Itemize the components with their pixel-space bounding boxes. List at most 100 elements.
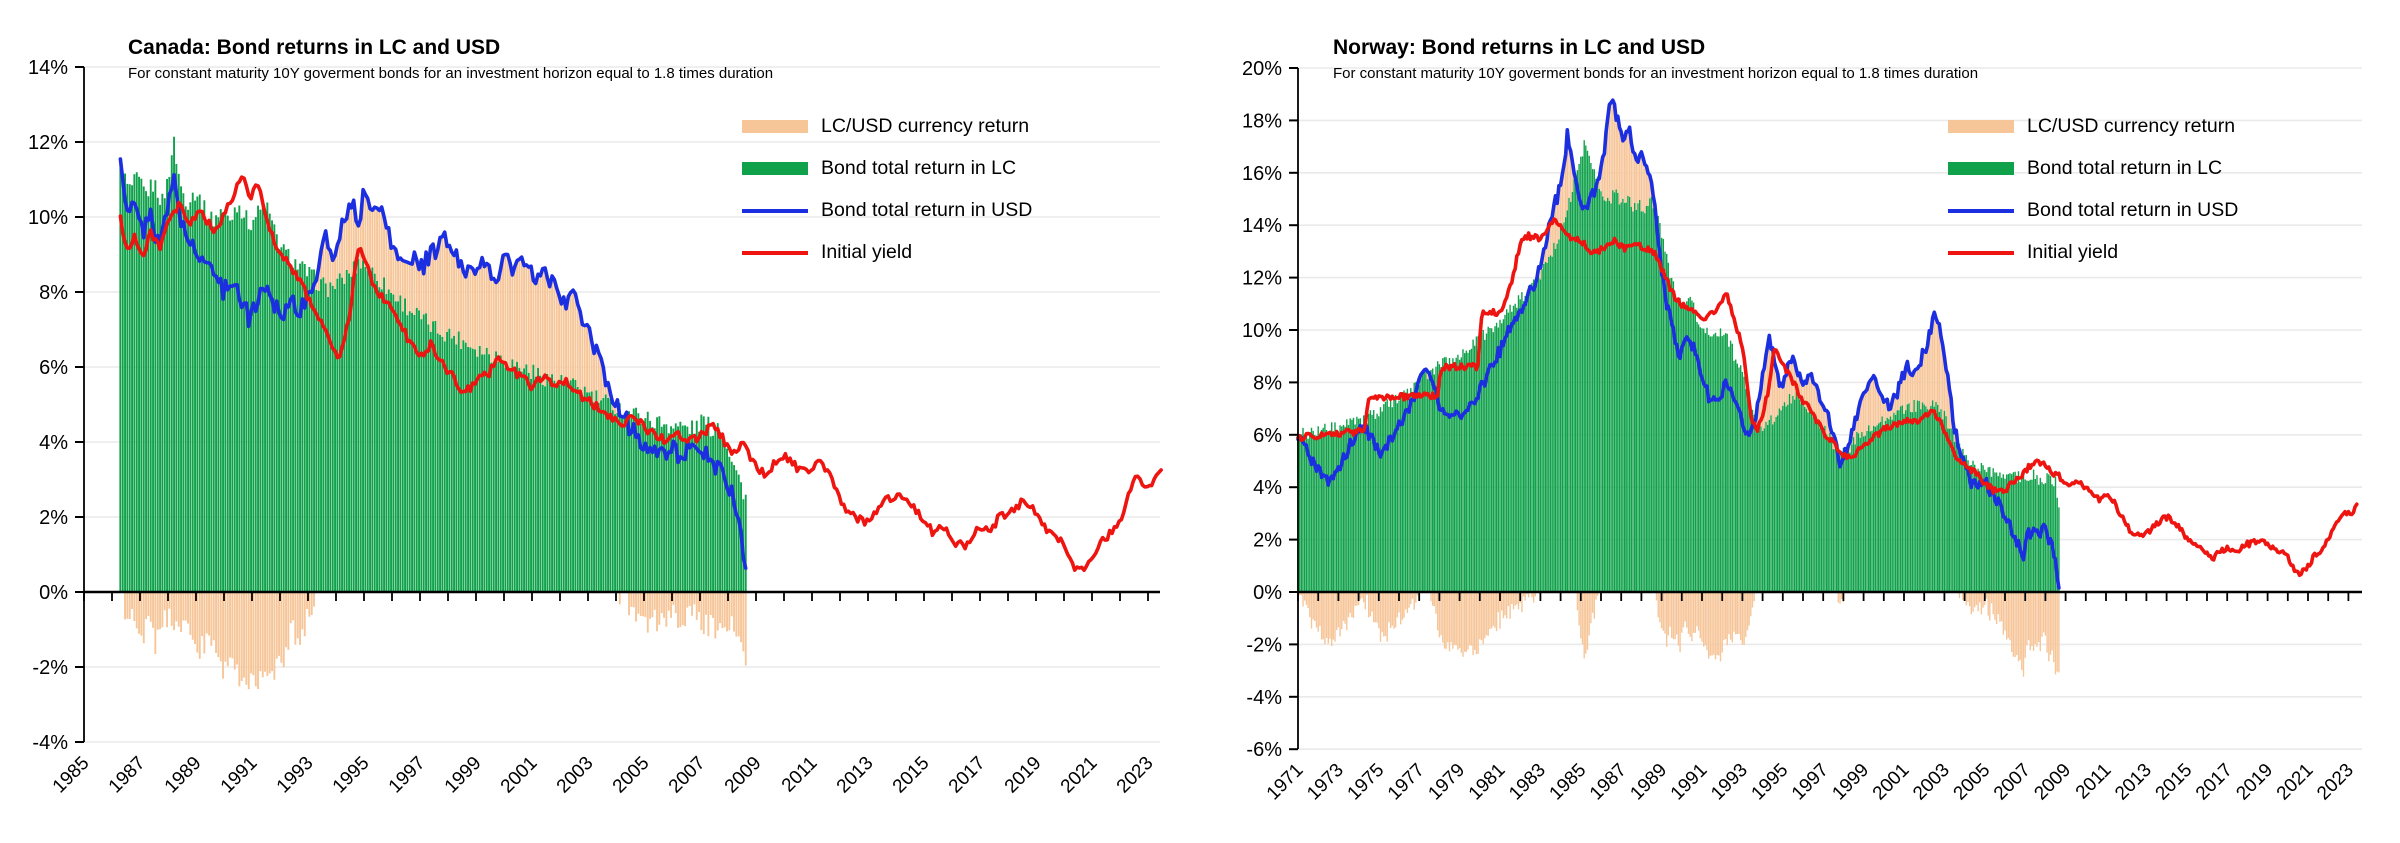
norway-y-tick-label: 6% (1253, 425, 1282, 447)
canada-x-tick-label: 2019 (1001, 753, 1046, 798)
canada-x-tick-label: 2009 (721, 753, 766, 798)
canada-y-tick-label: 6% (39, 357, 68, 379)
norway-x-tick-label: 2015 (2152, 760, 2197, 805)
canada-y-tick-label: -4% (32, 732, 68, 754)
norway-y-tick-label: 4% (1253, 477, 1282, 499)
legend-item-usd-return: Bond total return in USD (1948, 200, 2238, 219)
canada-y-tick-label: 14% (28, 57, 68, 79)
norway-x-tick-label: 1975 (1344, 760, 1389, 805)
norway-y-tick-label: 10% (1242, 320, 1282, 342)
legend-item-lc-return: Bond total return in LC (1948, 158, 2238, 177)
canada-y-tick-label: 2% (39, 507, 68, 529)
canada-x-tick-label: 1995 (329, 753, 374, 798)
norway-y-tick-label: -6% (1246, 739, 1282, 761)
canada-x-tick-label: 2023 (1113, 753, 1158, 798)
norway-x-tick-label: 1997 (1788, 760, 1833, 805)
norway-legend: LC/USD currency return Bond total return… (1948, 116, 2238, 288)
norway-currency-return-bars (1299, 100, 2060, 677)
canada-x-tick-label: 2001 (497, 753, 542, 798)
legend-label-lc-return: Bond total return in LC (821, 156, 1017, 179)
norway-axes (1289, 67, 2362, 751)
canada-chart-header: Canada: Bond returns in LC and USD For c… (128, 36, 773, 82)
norway-x-tick-label: 1977 (1384, 760, 1429, 805)
legend-item-currency-return: LC/USD currency return (1948, 116, 2238, 135)
legend-label-currency-return: LC/USD currency return (821, 114, 1030, 137)
legend-item-initial-yield: Initial yield (1948, 242, 2238, 261)
norway-x-tick-label: 2017 (2192, 760, 2237, 805)
canada-x-tick-label: 2015 (889, 753, 934, 798)
canada-x-tick-label: 2013 (833, 753, 878, 798)
norway-chart-title: Norway: Bond returns in LC and USD (1333, 36, 1706, 59)
norway-x-tick-label: 2019 (2232, 760, 2277, 805)
canada-x-tick-label: 1989 (161, 753, 206, 798)
lc-return-swatch (742, 162, 808, 175)
norway-x-tick-label: 2011 (2072, 760, 2116, 804)
currency-return-swatch (742, 120, 808, 133)
canada-x-tick-label: 2017 (945, 753, 990, 798)
norway-usd-return-line (1296, 98, 2061, 590)
canada-x-tick-label: 2007 (665, 753, 710, 798)
initial-yield-swatch (742, 250, 808, 255)
usd-return-swatch (742, 208, 808, 213)
canada-x-tick-label: 2003 (553, 753, 598, 798)
canada-x-tick-label: 1991 (217, 753, 262, 798)
norway-x-tick-label: 1981 (1465, 760, 1510, 805)
norway-y-tick-label: 8% (1253, 372, 1282, 394)
norway-x-tick-label: 1983 (1505, 760, 1550, 805)
canada-chart-subtitle: For constant maturity 10Y goverment bond… (128, 65, 774, 83)
norway-x-tick-label: 1979 (1424, 760, 1469, 805)
canada-x-tick-label: 1987 (105, 753, 150, 798)
norway-series (1296, 98, 2359, 677)
norway-x-tick-label: 2013 (2111, 760, 2156, 805)
canada-x-tick-label: 1997 (385, 753, 430, 798)
norway-chart-subtitle: For constant maturity 10Y goverment bond… (1333, 65, 1979, 83)
norway-x-tick-label: 2023 (2313, 760, 2358, 805)
norway-initial-yield-line (1296, 217, 2359, 578)
legend-item-usd-return: Bond total return in USD (742, 200, 1032, 219)
canada-legend: LC/USD currency return Bond total return… (742, 116, 1032, 288)
legend-item-initial-yield: Initial yield (742, 242, 1032, 261)
usd-return-swatch (1948, 208, 2014, 213)
canada-currency-return-bars (124, 189, 747, 690)
canada-x-tick-label: 1985 (49, 753, 94, 798)
norway-x-tick-label: 1987 (1586, 760, 1631, 805)
norway-x-tick-label: 1995 (1748, 760, 1793, 805)
norway-y-tick-label: -4% (1246, 687, 1282, 709)
norway-x-tick-label: 1991 (1667, 760, 1712, 805)
canada-y-tick-label: 8% (39, 282, 68, 304)
norway-x-tick-label: 2007 (1990, 760, 2035, 805)
initial-yield-swatch (1948, 250, 2014, 255)
legend-label-initial-yield: Initial yield (821, 240, 913, 263)
norway-x-tick-label: 1985 (1546, 760, 1591, 805)
norway-y-tick-label: 16% (1242, 163, 1282, 185)
norway-y-tick-label: 20% (1242, 58, 1282, 80)
legend-label-currency-return: LC/USD currency return (2027, 114, 2236, 137)
norway-y-tick-label: -2% (1246, 634, 1282, 656)
legend-item-lc-return: Bond total return in LC (742, 158, 1032, 177)
canada-usd-return-line (118, 157, 748, 570)
norway-x-tick-label: 2009 (2030, 760, 2075, 805)
norway-x-tick-label: 2003 (1909, 760, 1954, 805)
norway-y-tick-label: 14% (1242, 215, 1282, 237)
canada-initial-yield-line (118, 175, 1163, 572)
norway-y-tick-label: 12% (1242, 268, 1282, 290)
legend-label-usd-return: Bond total return in USD (2027, 198, 2239, 221)
legend-item-currency-return: LC/USD currency return (742, 116, 1032, 135)
canada-lc-return-bars (119, 136, 747, 592)
legend-label-lc-return: Bond total return in LC (2027, 156, 2223, 179)
canada-axes (75, 66, 1160, 743)
norway-x-tick-label: 2005 (1950, 760, 1995, 805)
norway-y-tick-label: 18% (1242, 110, 1282, 132)
legend-label-initial-yield: Initial yield (2027, 240, 2119, 263)
legend-label-usd-return: Bond total return in USD (821, 198, 1033, 221)
canada-series (118, 136, 1163, 690)
norway-x-tick-label: 1973 (1303, 760, 1348, 805)
canada-y-tick-label: -2% (32, 657, 68, 679)
norway-x-tick-label: 1971 (1263, 760, 1308, 805)
lc-return-swatch (1948, 162, 2014, 175)
norway-x-tick-label: 2021 (2273, 760, 2318, 805)
norway-lc-return-bars (1297, 140, 2060, 593)
currency-return-swatch (1948, 120, 2014, 133)
